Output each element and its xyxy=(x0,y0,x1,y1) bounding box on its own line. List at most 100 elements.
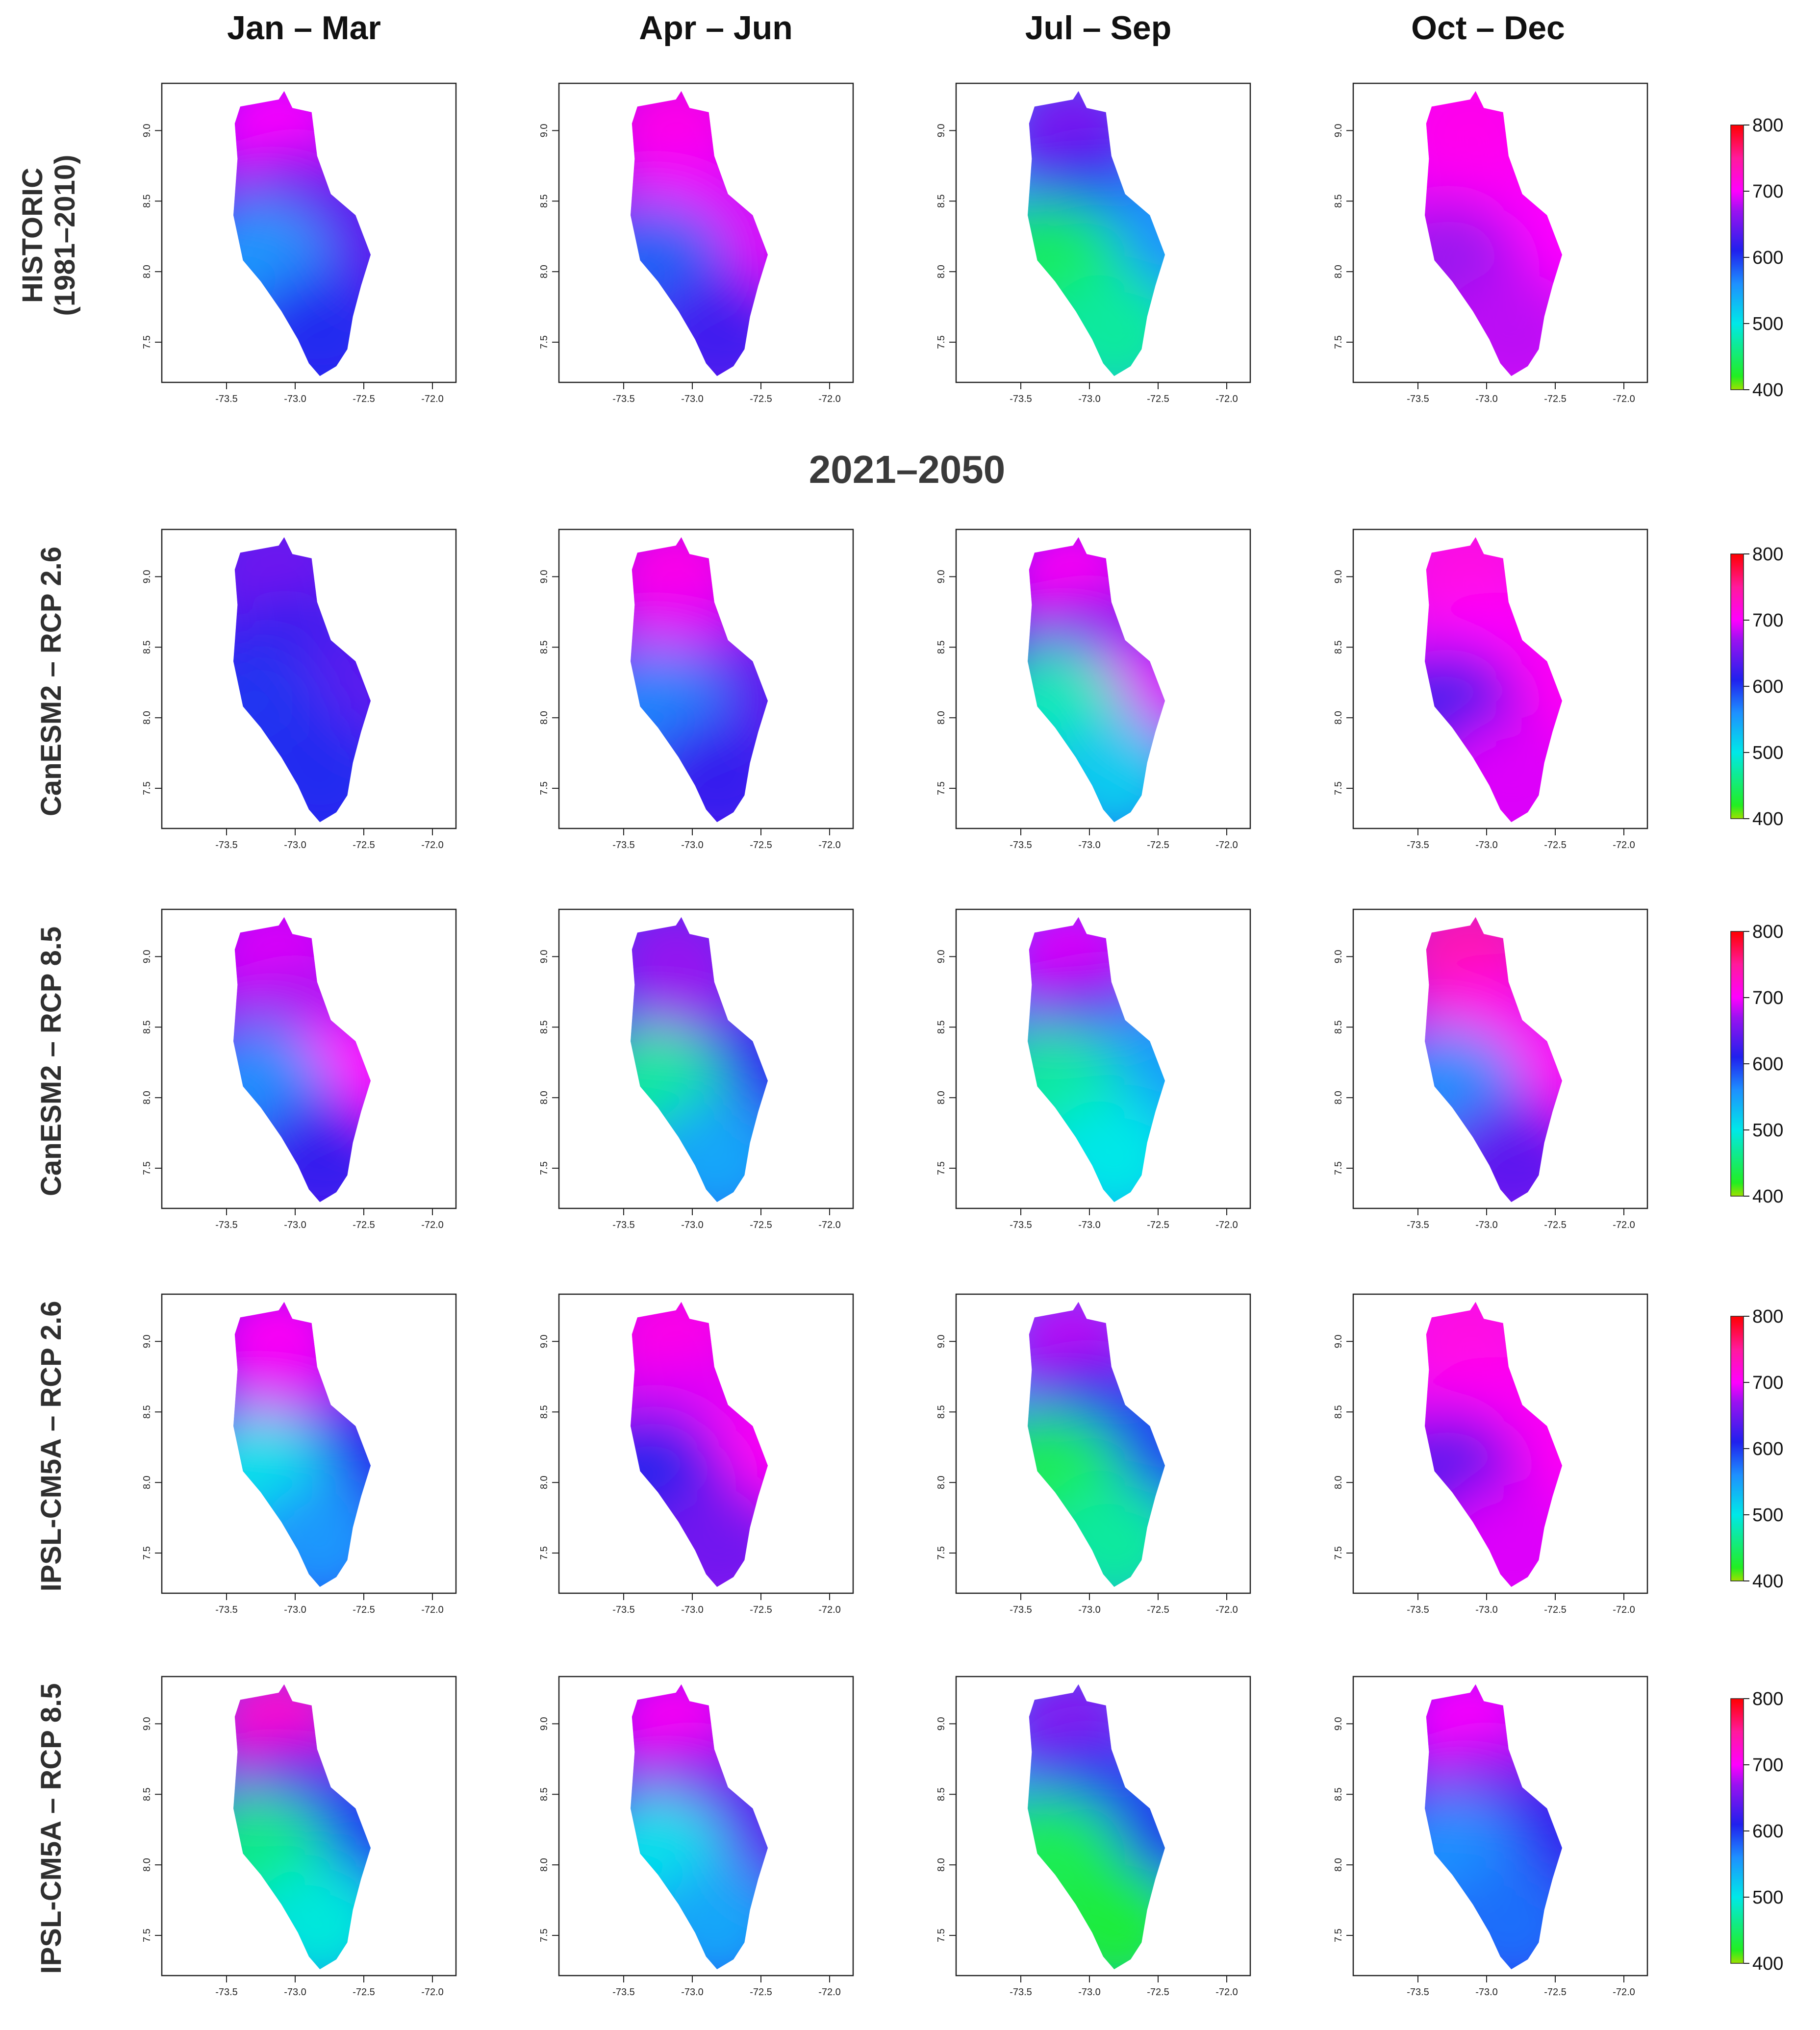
y-tick-label: 8.5 xyxy=(1333,1020,1344,1034)
legend-label: 500 xyxy=(1752,1120,1783,1141)
y-tick-label: 7.5 xyxy=(936,1546,947,1560)
x-tick-label: -73.5 xyxy=(1010,1604,1032,1615)
y-tick-label: 8.5 xyxy=(142,640,152,654)
plot-frame xyxy=(558,908,854,1209)
y-tick-label: 8.0 xyxy=(539,1858,550,1872)
plot-frame xyxy=(1352,1676,1648,1977)
legend-label: 600 xyxy=(1752,677,1783,697)
y-tick-label: 8.0 xyxy=(539,1091,550,1104)
x-tick-label: -73.5 xyxy=(215,840,238,851)
x-tick-label: -72.5 xyxy=(750,840,772,851)
region-south-fill xyxy=(1040,1097,1165,1203)
plot-frame xyxy=(1352,82,1648,383)
y-tick-label: 8.5 xyxy=(539,640,550,654)
region-south-fill xyxy=(246,271,371,376)
map-plot: 9.0 8.5 8.0 7.5 -73.5 -73.0 -72.5 -72.0 xyxy=(539,82,854,404)
x-tick-label: -73.0 xyxy=(681,840,704,851)
x-tick-label: -72.5 xyxy=(353,394,375,404)
x-tick-label: -73.5 xyxy=(1010,840,1032,851)
color-legend: 800 700 600 500 400 xyxy=(1726,1689,1820,1974)
y-tick-label: 8.0 xyxy=(1333,265,1344,278)
x-tick-label: -73.5 xyxy=(1407,840,1429,851)
x-tick-label: -73.5 xyxy=(612,1987,635,1998)
season-header-oct-dec: Oct – Dec xyxy=(1411,9,1565,47)
y-tick-label: 9.0 xyxy=(936,1334,947,1348)
legend-label: 500 xyxy=(1752,743,1783,763)
y-tick-label: 8.0 xyxy=(142,711,152,725)
plot-frame xyxy=(161,82,457,383)
x-tick-label: -72.0 xyxy=(1613,1987,1635,1998)
y-tick-label: 8.0 xyxy=(1333,1858,1344,1872)
y-tick-label: 8.5 xyxy=(539,194,550,208)
legend-color-bar xyxy=(1730,1698,1744,1964)
legend-label: 500 xyxy=(1752,314,1783,334)
x-tick-label: -73.5 xyxy=(1407,1220,1429,1230)
x-tick-label: -72.0 xyxy=(1215,1604,1238,1615)
legend-label: 800 xyxy=(1752,1306,1783,1327)
y-tick-label: 8.0 xyxy=(1333,1091,1344,1104)
y-tick-label: 8.5 xyxy=(1333,640,1344,654)
y-tick-label: 7.5 xyxy=(142,1546,152,1560)
y-tick-label: 7.5 xyxy=(142,781,152,795)
x-tick-label: -73.0 xyxy=(681,1220,704,1230)
x-tick-label: -73.5 xyxy=(1407,394,1429,404)
color-legend: 800 700 600 500 400 xyxy=(1726,115,1820,401)
x-tick-label: -72.0 xyxy=(818,394,841,404)
y-tick-label: 7.5 xyxy=(539,1161,550,1175)
x-tick-label: -72.5 xyxy=(1147,840,1169,851)
legend-label: 800 xyxy=(1752,115,1783,136)
map-panel: 9.0 8.5 8.0 7.5 -73.5 -73.0 -72.5 -72.0 xyxy=(142,1293,466,1615)
plot-frame xyxy=(955,1676,1251,1977)
map-panel: 9.0 8.5 8.0 7.5 -73.5 -73.0 -72.5 -72.0 xyxy=(539,528,863,851)
map-panel: 9.0 8.5 8.0 7.5 -73.5 -73.0 -72.5 -72.0 xyxy=(142,528,466,851)
y-tick-label: 8.5 xyxy=(539,1787,550,1801)
map-plot: 9.0 8.5 8.0 7.5 -73.5 -73.0 -72.5 -72.0 xyxy=(142,82,457,404)
map-plot: 9.0 8.5 8.0 7.5 -73.5 -73.0 -72.5 -72.0 xyxy=(142,1676,457,1998)
y-tick-label: 8.0 xyxy=(539,1476,550,1489)
x-tick-label: -73.0 xyxy=(284,1987,306,1998)
map-panel: 9.0 8.5 8.0 7.5 -73.5 -73.0 -72.5 -72.0 xyxy=(539,1676,863,1998)
legend-label: 600 xyxy=(1752,1821,1783,1842)
y-tick-label: 8.5 xyxy=(1333,1405,1344,1419)
region-south-fill xyxy=(1438,271,1562,376)
map-plot: 9.0 8.5 8.0 7.5 -73.5 -73.0 -72.5 -72.0 xyxy=(1333,528,1648,851)
row-label-historic-period: (1981–2010) xyxy=(49,154,81,316)
region-south-fill xyxy=(246,1482,371,1587)
y-tick-label: 7.5 xyxy=(936,1929,947,1942)
plot-frame xyxy=(955,528,1251,829)
y-tick-label: 8.0 xyxy=(142,1091,152,1104)
x-tick-label: -72.0 xyxy=(818,1604,841,1615)
y-tick-label: 7.5 xyxy=(1333,1161,1344,1175)
plot-frame xyxy=(558,82,854,383)
color-legend: 800 700 600 500 400 xyxy=(1726,1306,1820,1592)
y-tick-label: 7.5 xyxy=(1333,781,1344,795)
map-panel: 9.0 8.5 8.0 7.5 -73.5 -73.0 -72.5 -72.0 xyxy=(1333,908,1657,1230)
y-tick-label: 9.0 xyxy=(142,570,152,583)
legend-label: 400 xyxy=(1752,1186,1783,1207)
y-tick-label: 7.5 xyxy=(1333,1929,1344,1942)
x-tick-label: -73.5 xyxy=(612,394,635,404)
y-tick-label: 9.0 xyxy=(1333,1717,1344,1730)
y-tick-label: 8.5 xyxy=(142,1405,152,1419)
x-tick-label: -73.0 xyxy=(1475,1220,1498,1230)
y-tick-label: 8.5 xyxy=(142,1020,152,1034)
plot-frame xyxy=(161,908,457,1209)
season-header-apr-jun: Apr – Jun xyxy=(639,9,793,47)
x-tick-label: -72.0 xyxy=(421,1987,444,1998)
y-tick-label: 8.0 xyxy=(1333,1476,1344,1489)
legend-label: 400 xyxy=(1752,380,1783,401)
map-panel: 9.0 8.5 8.0 7.5 -73.5 -73.0 -72.5 -72.0 xyxy=(936,528,1260,851)
x-tick-label: -73.5 xyxy=(215,394,238,404)
map-panel: 9.0 8.5 8.0 7.5 -73.5 -73.0 -72.5 -72.0 xyxy=(142,908,466,1230)
map-plot: 9.0 8.5 8.0 7.5 -73.5 -73.0 -72.5 -72.0 xyxy=(539,1676,854,1998)
x-tick-label: -72.0 xyxy=(818,840,841,851)
x-tick-label: -72.5 xyxy=(353,1604,375,1615)
x-tick-label: -73.5 xyxy=(1407,1987,1429,1998)
x-tick-label: -73.0 xyxy=(1475,394,1498,404)
y-tick-label: 8.5 xyxy=(936,640,947,654)
region-south-fill xyxy=(1438,1864,1562,1970)
x-tick-label: -72.5 xyxy=(1147,1220,1169,1230)
map-panel: 9.0 8.5 8.0 7.5 -73.5 -73.0 -72.5 -72.0 xyxy=(1333,1293,1657,1615)
y-tick-label: 9.0 xyxy=(539,950,550,963)
region-south-fill xyxy=(1438,1097,1562,1203)
